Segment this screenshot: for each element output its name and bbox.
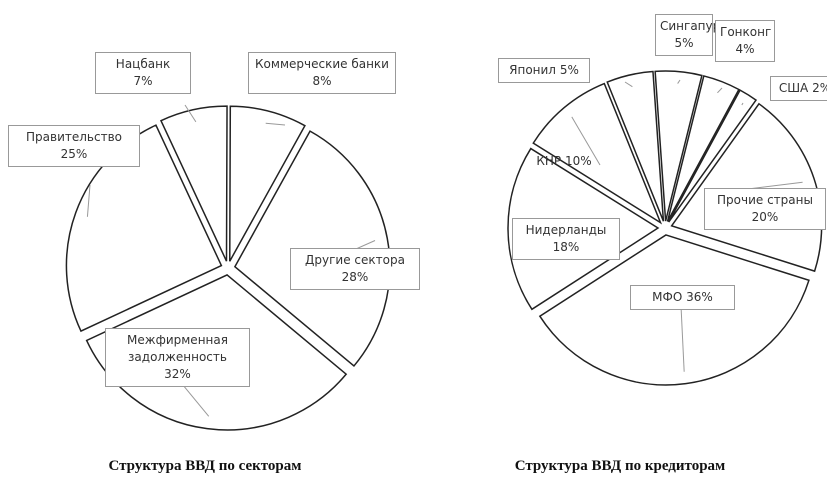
label-value: 25% — [60, 147, 88, 161]
data-label: Японил 5% — [498, 58, 590, 83]
leader-line — [741, 102, 744, 106]
leader-line — [184, 104, 197, 123]
data-label: Прочие страны 20% — [704, 188, 826, 230]
label-value: 36% — [686, 290, 713, 304]
data-label: Межфирменная задолженность 32% — [105, 328, 250, 387]
data-label: Нидерланды 18% — [512, 218, 620, 260]
leader-line — [86, 184, 91, 217]
label-value: 5% — [674, 36, 694, 50]
label-value: 10% — [564, 154, 592, 168]
label-value: 20% — [751, 210, 779, 224]
pie-slice — [606, 70, 665, 222]
label-name: Нацбанк — [115, 57, 171, 71]
label-name: Коммерческие банки — [255, 57, 389, 71]
chart-title-text: Структура ВВД по кредиторам — [514, 458, 726, 474]
pie-slice — [666, 75, 740, 222]
data-label: Коммерческие банки 8% — [248, 52, 396, 94]
label-name: МФО — [652, 290, 683, 304]
data-label: США 2% — [770, 76, 827, 101]
pie-slice — [229, 105, 306, 262]
leader-line — [677, 79, 681, 84]
label-name: КНР — [536, 154, 562, 168]
label-value: 5% — [559, 63, 579, 77]
label-name: Сингапур — [660, 19, 721, 33]
leader-line — [624, 81, 633, 88]
label-value: 7% — [133, 74, 153, 88]
leader-line — [265, 122, 286, 126]
label-name: Прочие страны — [717, 193, 813, 207]
label-name: Межфирменная задолженность — [127, 333, 228, 364]
data-label: Сингапур 5% — [655, 14, 720, 56]
chart-title: Структура ВВД по секторам — [25, 458, 385, 475]
label-value: 8% — [312, 74, 332, 88]
label-value: 28% — [341, 270, 369, 284]
data-label: Нацбанк 7% — [95, 52, 191, 94]
label-name: Японил — [509, 63, 556, 77]
chart-title: Структура ВВД по кредиторам — [440, 458, 800, 475]
data-label: МФО 36% — [630, 285, 735, 310]
data-label: КНР 10% — [524, 150, 604, 173]
label-value: 2% — [812, 81, 827, 95]
label-value: 32% — [164, 367, 191, 381]
label-name: Правительство — [26, 130, 122, 144]
label-name: Другие сектора — [305, 253, 405, 267]
leader-line — [571, 116, 601, 166]
label-value: 18% — [552, 240, 580, 254]
label-name: Нидерланды — [525, 223, 607, 237]
data-label: Другие сектора 28% — [290, 248, 420, 290]
label-name: Гонконг — [720, 25, 772, 39]
pie-slice — [159, 105, 228, 262]
data-label: Правительство 25% — [8, 125, 140, 167]
chart-title-text: Структура ВВД по секторам — [108, 458, 302, 474]
label-value: 4% — [735, 42, 755, 56]
leader-line — [717, 87, 723, 94]
pie-slice — [532, 82, 663, 225]
pie-slice — [654, 70, 703, 222]
label-name: США — [778, 81, 809, 95]
data-label: Гонконг 4% — [715, 20, 775, 62]
pie-slice — [668, 89, 758, 223]
